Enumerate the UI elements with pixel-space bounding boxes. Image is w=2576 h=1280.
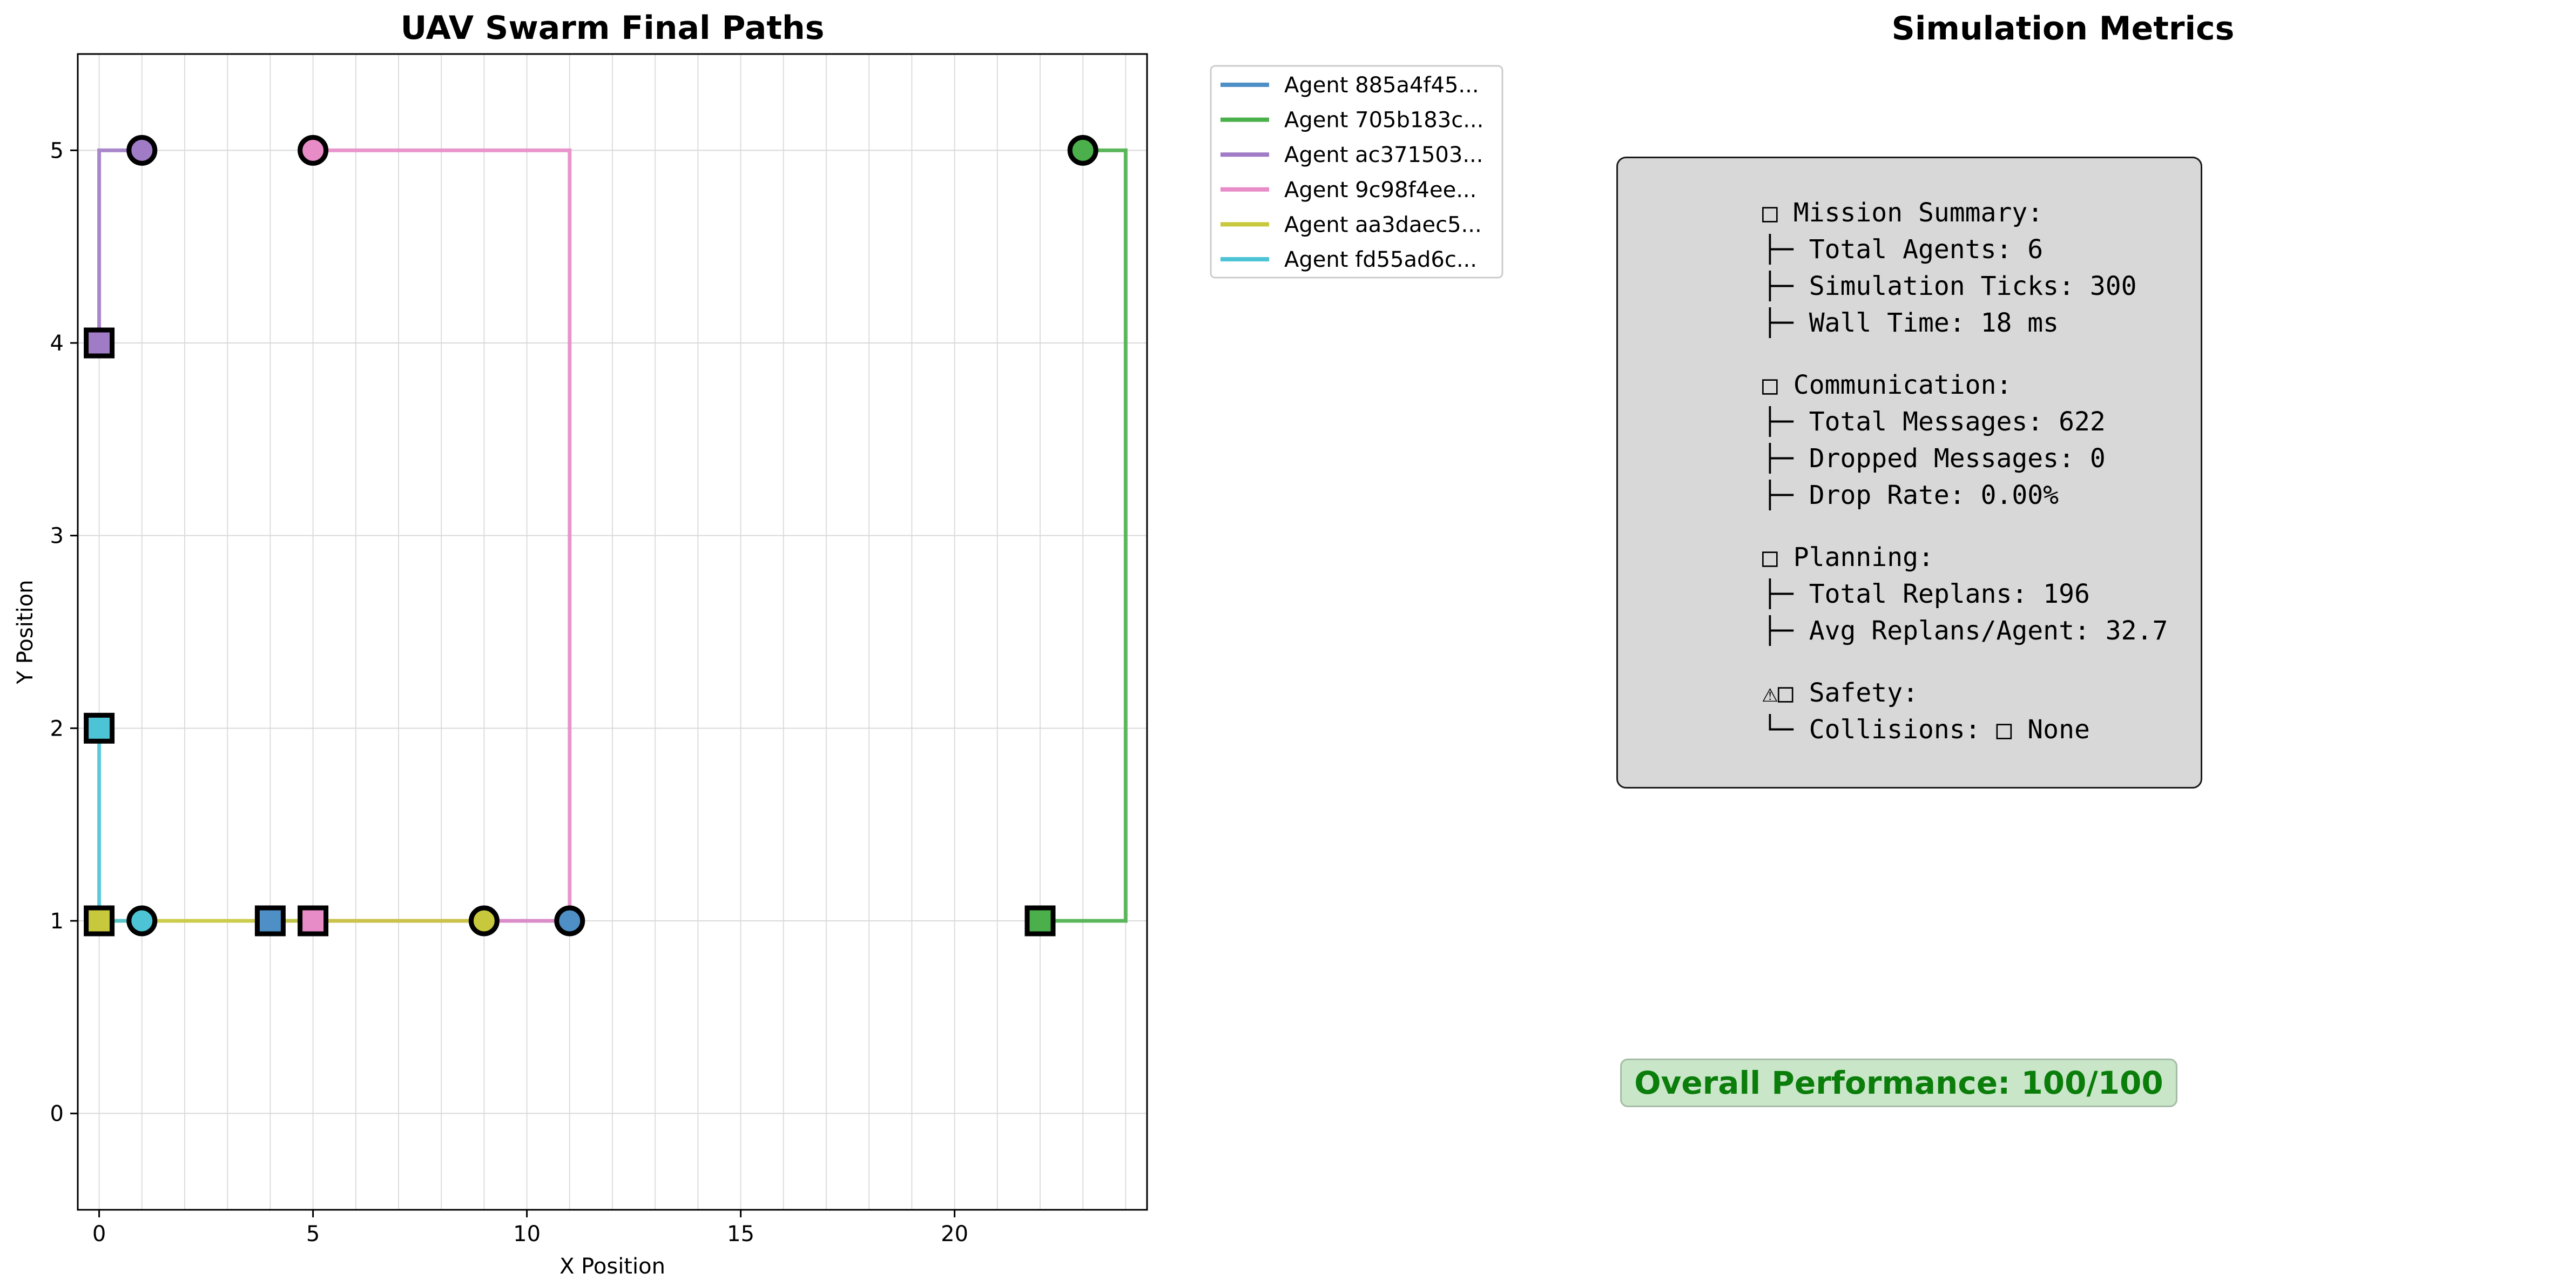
start-marker [84, 905, 115, 937]
metrics-line: ⚠□ Safety: [1762, 678, 1918, 708]
y-axis-label: Y Position [13, 580, 38, 685]
agent-path-line [1040, 148, 1128, 923]
chart-title: UAV Swarm Final Paths [401, 9, 825, 47]
legend-frame [1210, 65, 1503, 279]
metrics-line: └─ Collisions: □ None [1762, 715, 2090, 745]
legend-label: Agent ac371503... [1284, 143, 1483, 167]
metrics-line: ├─ Drop Rate: 0.00% [1762, 480, 2059, 510]
goal-marker [468, 905, 500, 937]
metrics-line: □ Planning: [1762, 542, 1934, 572]
x-axis-label: X Position [559, 1254, 665, 1279]
metrics-title: Simulation Metrics [1891, 10, 2235, 48]
metrics-line: ├─ Wall Time: 18 ms [1762, 308, 2059, 338]
y-tick-label: 2 [50, 716, 64, 741]
metrics-panel [1616, 157, 2202, 789]
legend-label: Agent 705b183c... [1284, 108, 1483, 133]
legend: Agent 885a4f45... Agent 705b183c... Agent … [1210, 65, 1503, 279]
goal-marker [126, 134, 158, 166]
y-tick-label: 3 [50, 524, 64, 549]
metrics-line: □ Mission Summary: [1762, 198, 2044, 228]
goal-marker [1067, 134, 1098, 166]
agent-markers [84, 134, 1098, 937]
metrics-section: □ Mission Summary: ├─ Total Agents: 6 ├─ S… [1762, 194, 2194, 341]
start-marker [254, 905, 286, 937]
legend-label: Agent aa3daec5... [1284, 212, 1482, 237]
grid-lines [78, 54, 1147, 1210]
goal-marker [554, 905, 585, 937]
metrics-line: ├─ Simulation Ticks: 300 [1762, 271, 2137, 301]
x-tick-label: 20 [941, 1222, 968, 1247]
agent-path-line [97, 148, 142, 343]
legend-label: Agent 9c98f4ee... [1284, 178, 1476, 203]
x-tick-label: 10 [513, 1222, 541, 1247]
x-tick-label: 15 [727, 1222, 754, 1247]
metrics-section: □ Planning: ├─ Total Replans: 196 ├─ Avg R… [1762, 539, 2194, 649]
x-tick-label: 0 [92, 1222, 106, 1247]
metrics-line: □ Communication: [1762, 370, 2012, 400]
x-tick-label: 5 [306, 1222, 320, 1247]
y-tick-label: 4 [50, 331, 64, 356]
start-marker [84, 327, 115, 359]
start-marker [84, 712, 115, 744]
metrics-text: □ Mission Summary: ├─ Total Agents: 6 ├─ S… [1762, 194, 2194, 773]
start-marker [1024, 905, 1056, 937]
metrics-section: ⚠□ Safety: └─ Collisions: □ None [1762, 675, 2194, 748]
axis-ticks: 0 5 10 15 20 0 1 2 3 4 5 [50, 138, 969, 1247]
legend-label: Agent 885a4f45... [1284, 73, 1479, 98]
y-tick-label: 5 [50, 138, 64, 163]
metrics-section: □ Communication: ├─ Total Messages: 622 ├─… [1762, 367, 2194, 514]
goal-marker [126, 905, 158, 937]
goal-marker [298, 134, 329, 166]
y-tick-label: 0 [50, 1102, 64, 1127]
y-tick-label: 1 [50, 909, 64, 934]
agent-path-line [97, 728, 142, 923]
plot-frame [77, 53, 1148, 1211]
metrics-line: ├─ Dropped Messages: 0 [1762, 443, 2106, 474]
start-marker [298, 905, 329, 937]
metrics-line: ├─ Total Replans: 196 [1762, 579, 2090, 609]
metrics-line: ├─ Total Agents: 6 [1762, 234, 2044, 265]
performance-badge: Overall Performance: 100/100 [1620, 1059, 2177, 1107]
metrics-line: ├─ Total Messages: 622 [1762, 407, 2106, 437]
metrics-line: ├─ Avg Replans/Agent: 32.7 [1762, 616, 2168, 646]
legend-label: Agent fd55ad6c... [1284, 247, 1477, 272]
